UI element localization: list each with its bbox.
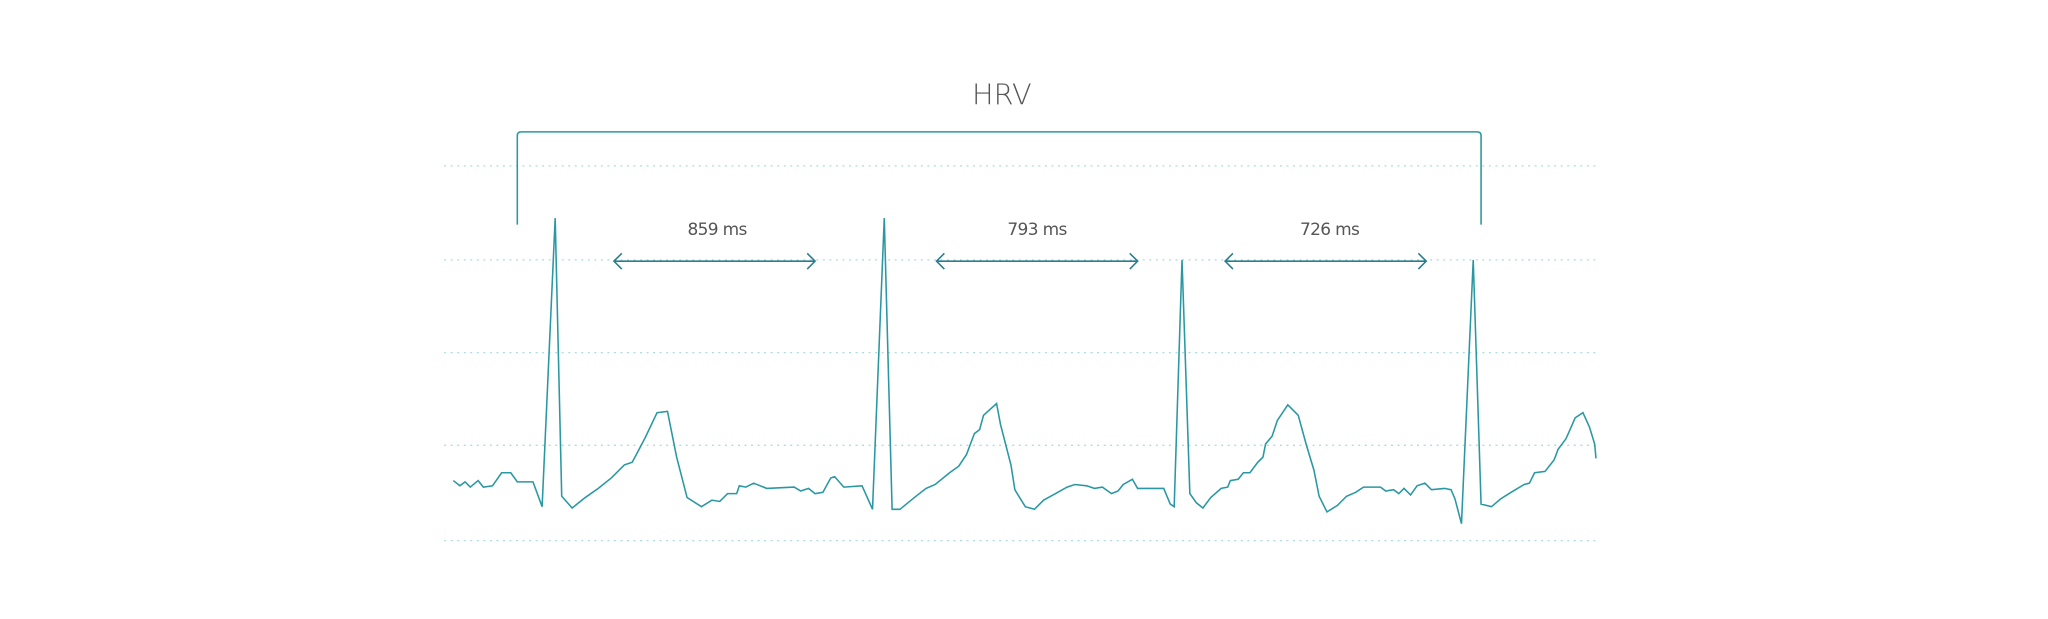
interval-arrow bbox=[935, 252, 1139, 270]
interval-arrow bbox=[612, 252, 817, 270]
interval-label: 859 ms bbox=[687, 220, 747, 240]
interval-label: 793 ms bbox=[1007, 220, 1067, 240]
interval-arrow bbox=[1224, 252, 1428, 270]
arrows bbox=[612, 252, 1428, 270]
grid bbox=[444, 165, 1596, 542]
ecg-trace bbox=[452, 218, 1597, 524]
bracket bbox=[516, 131, 1482, 225]
title: HRV bbox=[972, 77, 1032, 111]
interval-label: 726 ms bbox=[1300, 220, 1360, 240]
